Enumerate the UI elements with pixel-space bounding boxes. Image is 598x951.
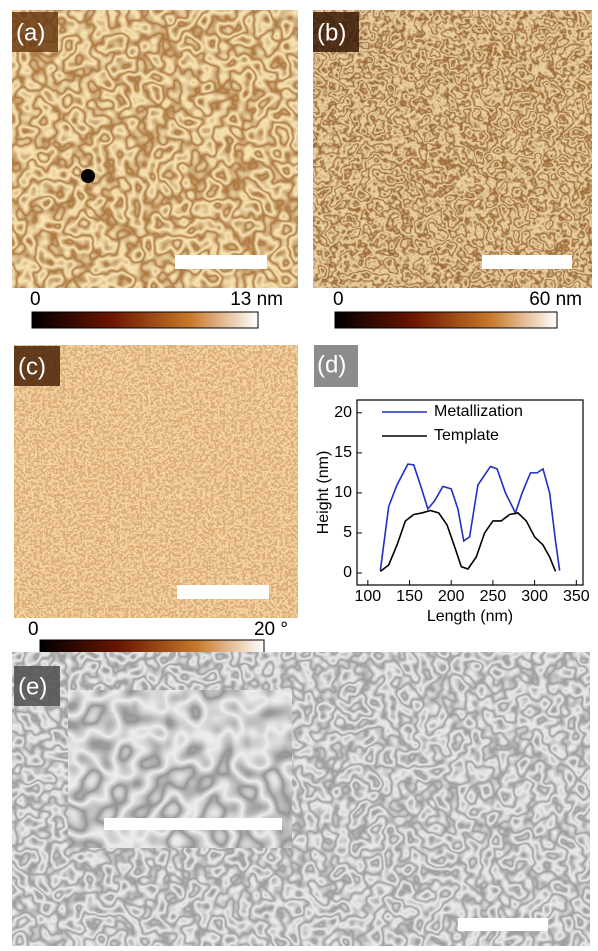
line-chart: 100 150 200 250 300 350 0 5 10 15 20 Length (nm) Hei… <box>315 399 590 625</box>
panel-label: (e) <box>18 673 47 700</box>
defect <box>81 169 95 183</box>
y-tick-label: 10 <box>334 484 352 501</box>
colorbar <box>31 311 259 329</box>
label-box <box>12 12 58 52</box>
data-line <box>379 509 557 573</box>
scale-bar <box>177 585 269 599</box>
scale-bar <box>458 918 548 931</box>
x-tick-label: 100 <box>354 588 381 605</box>
legend-label: Metallization <box>434 403 523 420</box>
label-box <box>313 12 359 52</box>
colorbar <box>334 311 558 329</box>
afm-image-a <box>12 10 298 288</box>
x-axis-label: Length (nm) <box>427 608 513 625</box>
data-line <box>379 463 561 571</box>
x-tick-label: 350 <box>563 588 590 605</box>
legend-label: Template <box>434 427 499 444</box>
colorbar-min: 0 <box>28 619 39 640</box>
scale-bar <box>104 818 282 830</box>
y-tick-label: 20 <box>334 404 352 421</box>
y-tick-label: 15 <box>334 444 352 461</box>
label-box <box>14 346 60 386</box>
colorbar-max: 60 nm <box>529 289 582 310</box>
y-tick-label: 0 <box>343 564 352 581</box>
afm-image-c <box>14 345 298 618</box>
x-tick-label: 250 <box>480 588 507 605</box>
panel-label: (b) <box>317 19 346 46</box>
y-tick-label: 5 <box>343 524 352 541</box>
label-box <box>314 345 358 387</box>
panel-label: (c) <box>18 353 46 380</box>
scale-bar <box>175 255 267 269</box>
colorbar-min: 0 <box>30 289 41 310</box>
x-tick-label: 200 <box>438 588 465 605</box>
x-tick-label: 300 <box>521 588 548 605</box>
colorbar-max: 20 ° <box>254 619 288 640</box>
x-tick-label: 150 <box>396 588 423 605</box>
y-axis-label: Height (nm) <box>315 451 332 535</box>
afm-image-b <box>313 10 592 288</box>
scale-bar <box>482 255 572 269</box>
panel-label: (d) <box>317 351 346 378</box>
colorbar-min: 0 <box>333 289 344 310</box>
colorbar-max: 13 nm <box>230 289 283 310</box>
panel-label: (a) <box>16 19 45 46</box>
label-box <box>14 666 60 706</box>
